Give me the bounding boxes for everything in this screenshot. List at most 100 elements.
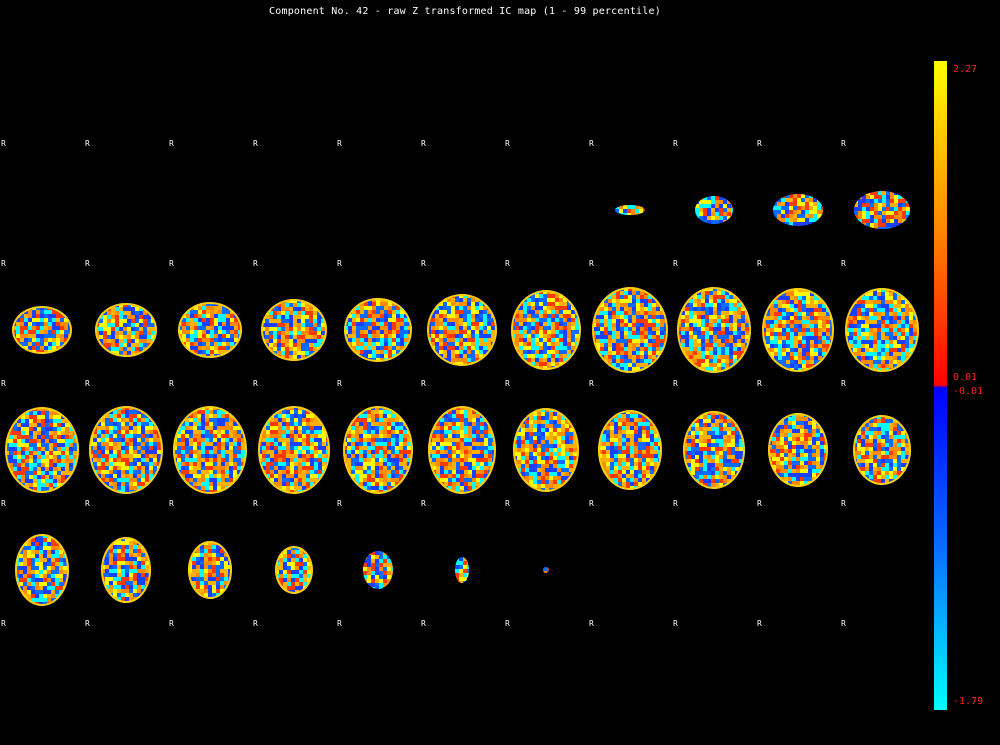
orientation-label: R	[841, 379, 846, 388]
orientation-label: R	[1, 259, 6, 268]
brain-slice-image	[677, 287, 751, 373]
slice-cell: R	[588, 250, 672, 373]
orientation-label: R	[421, 139, 426, 148]
slice-cell: R	[504, 610, 588, 730]
brain-slice-image	[428, 406, 496, 494]
orientation-label: R	[337, 139, 342, 148]
orientation-label: R	[85, 379, 90, 388]
slice-cell: R	[252, 610, 336, 730]
colorbar-neg-max-label: -0.01	[953, 386, 984, 397]
orientation-label: R	[673, 619, 678, 628]
slice-cell: R	[168, 370, 252, 494]
slice-cell: R	[588, 490, 672, 610]
orientation-label: R	[757, 259, 762, 268]
figure-title: Component No. 42 - raw Z transformed IC …	[269, 6, 661, 17]
orientation-label: R	[253, 259, 258, 268]
slice-cell: R	[0, 250, 84, 370]
brain-slice-image	[427, 294, 497, 366]
orientation-label: R	[253, 499, 258, 508]
orientation-label: R	[85, 499, 90, 508]
slice-cell: R	[84, 610, 168, 730]
slice-cell: R	[672, 250, 756, 373]
brain-slice-image	[762, 288, 834, 372]
slice-cell: R	[0, 370, 84, 493]
colorbar-max-label: 2.27	[953, 64, 978, 75]
orientation-label: R	[757, 139, 762, 148]
slice-cell: R	[420, 490, 504, 610]
brain-slice-image	[363, 551, 393, 589]
orientation-label: R	[1, 379, 6, 388]
brain-slice-image	[344, 298, 412, 362]
orientation-label: R	[169, 139, 174, 148]
slice-cell: R	[84, 130, 168, 250]
slice-cell: R	[756, 130, 840, 250]
slice-cell: R	[336, 130, 420, 250]
orientation-label: R	[169, 499, 174, 508]
slice-cell: R	[0, 130, 84, 250]
orientation-label: R	[421, 379, 426, 388]
slice-cell: R	[588, 610, 672, 730]
brain-slice-image	[543, 567, 549, 573]
slice-cell: R	[840, 130, 924, 250]
slice-cell: R	[840, 610, 924, 730]
orientation-label: R	[589, 499, 594, 508]
orientation-label: R	[169, 619, 174, 628]
orientation-label: R	[673, 139, 678, 148]
slice-cell: R	[84, 250, 168, 370]
orientation-label: R	[253, 379, 258, 388]
slice-cell: R	[504, 370, 588, 492]
slice-cell: R	[252, 490, 336, 610]
orientation-label: R	[757, 379, 762, 388]
orientation-label: R	[505, 139, 510, 148]
slice-cell: R	[504, 250, 588, 370]
slice-cell: R	[336, 490, 420, 610]
brain-slice-image	[95, 303, 157, 357]
slice-cell: R	[840, 250, 924, 372]
orientation-label: R	[253, 619, 258, 628]
orientation-label: R	[841, 139, 846, 148]
orientation-label: R	[841, 499, 846, 508]
slice-cell: R	[420, 370, 504, 494]
slice-cell: R	[840, 490, 924, 610]
orientation-label: R	[337, 499, 342, 508]
orientation-label: R	[85, 619, 90, 628]
orientation-label: R	[85, 139, 90, 148]
orientation-label: R	[253, 139, 258, 148]
brain-slice-image	[854, 191, 910, 229]
slice-cell: R	[336, 370, 420, 494]
slice-cell: R	[0, 610, 84, 730]
slice-cell: R	[168, 610, 252, 730]
slice-cell: R	[588, 130, 672, 250]
orientation-label: R	[841, 259, 846, 268]
brain-slice-image	[12, 306, 72, 354]
slice-cell: R	[168, 490, 252, 610]
orientation-label: R	[757, 619, 762, 628]
slice-cell: R	[756, 610, 840, 730]
slice-cell: R	[252, 130, 336, 250]
slice-cell: R	[84, 490, 168, 610]
brain-slice-image	[15, 534, 69, 606]
brain-slice-image	[592, 287, 668, 373]
colorbar-pos-min-label: 0.01	[953, 372, 978, 383]
brain-slice-image	[695, 196, 733, 224]
slice-cell: R	[504, 490, 588, 610]
orientation-label: R	[421, 259, 426, 268]
orientation-label: R	[673, 259, 678, 268]
slice-cell: R	[756, 490, 840, 610]
orientation-label: R	[505, 619, 510, 628]
slice-cell: R	[588, 370, 672, 490]
slice-cell: R	[84, 370, 168, 494]
orientation-label: R	[589, 259, 594, 268]
slice-mosaic: R R R R R R R R R R R R R R R R R R R R R R R R R R R R R R R R R R R R R R R R…	[0, 130, 930, 745]
orientation-label: R	[337, 619, 342, 628]
orientation-label: R	[505, 379, 510, 388]
orientation-label: R	[337, 379, 342, 388]
brain-slice-image	[188, 541, 232, 599]
slice-cell: R	[840, 370, 924, 490]
orientation-label: R	[589, 619, 594, 628]
brain-slice-image	[258, 406, 330, 494]
brain-slice-image	[178, 302, 242, 358]
brain-slice-image	[768, 413, 828, 487]
orientation-label: R	[1, 139, 6, 148]
orientation-label: R	[337, 259, 342, 268]
